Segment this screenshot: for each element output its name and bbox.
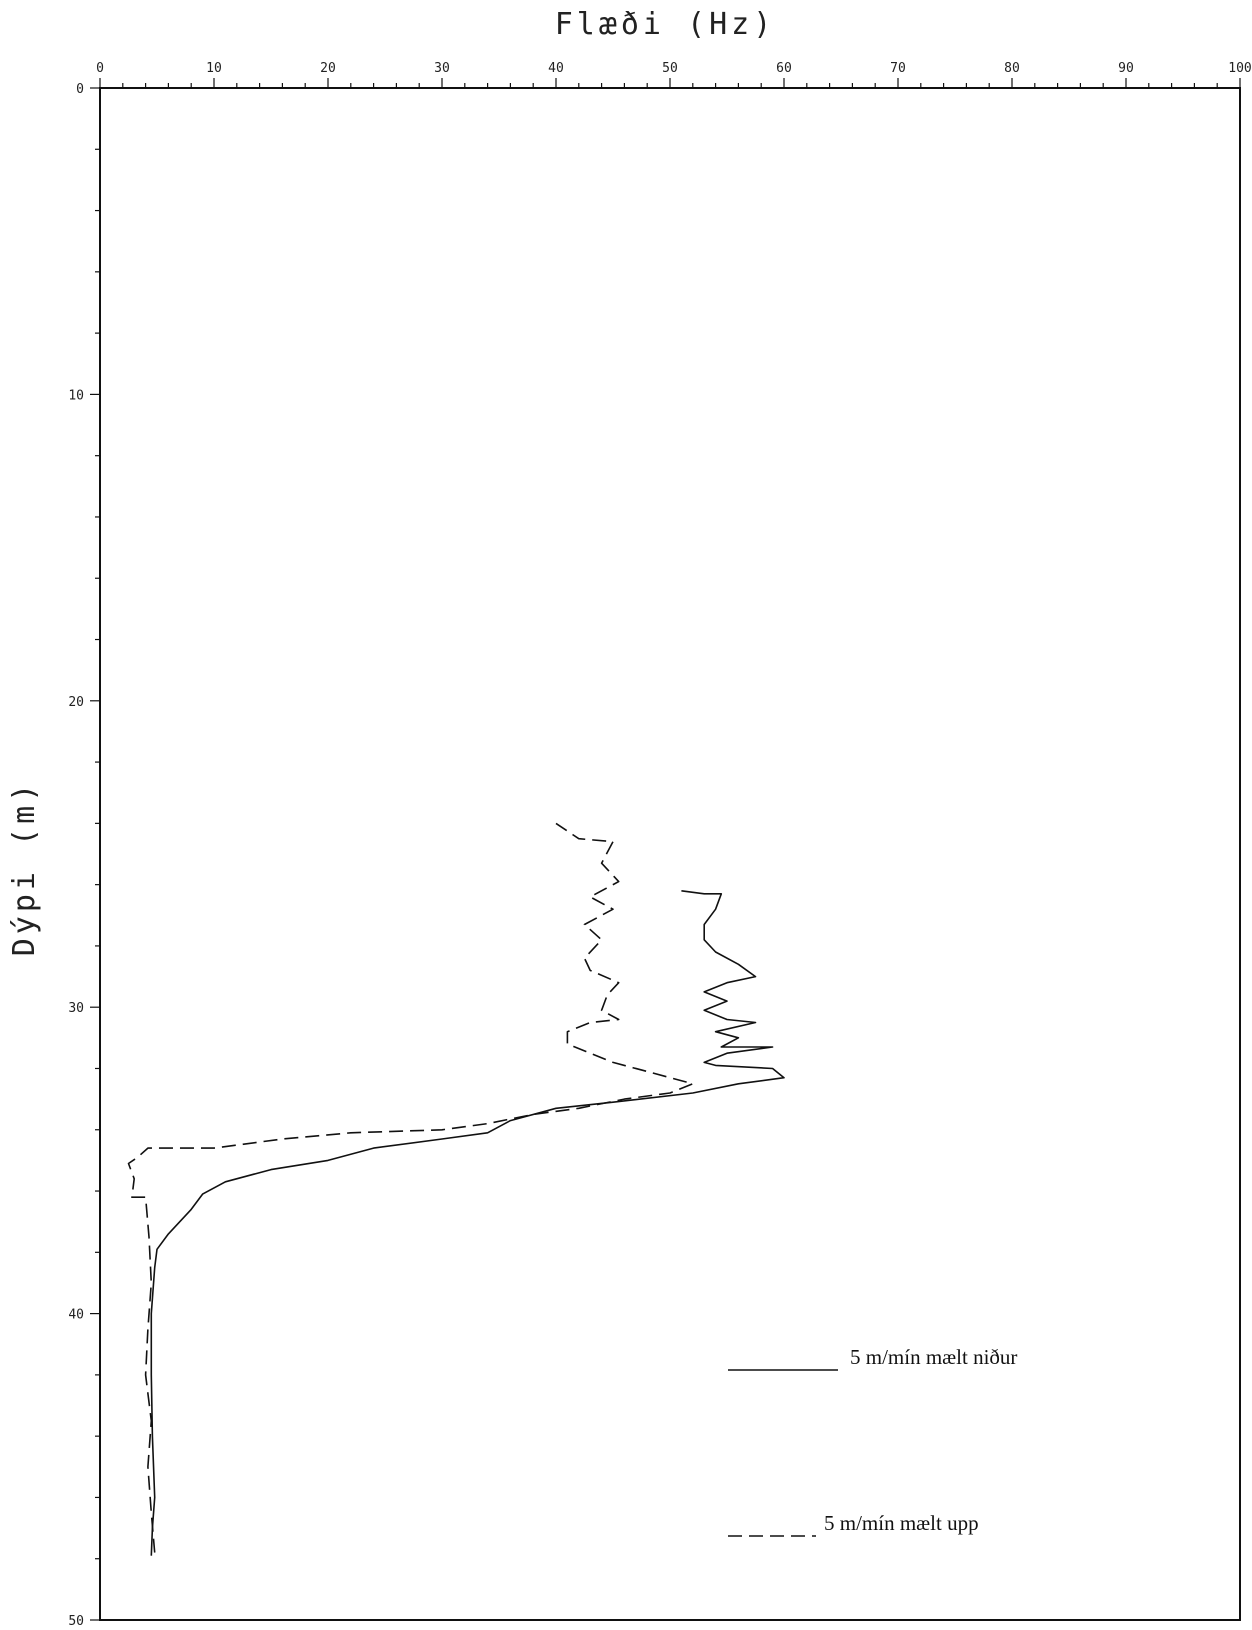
series-layer <box>127 822 785 1556</box>
y-tick-label: 30 <box>68 1001 84 1016</box>
x-axis-title: Flæði (Hz) <box>555 7 776 42</box>
legend: 5 m/mín mælt niður 5 m/mín mælt upp <box>728 1345 1017 1537</box>
y-tick-label: 40 <box>68 1308 84 1323</box>
x-tick-label: 10 <box>206 61 222 76</box>
y-tick-label: 50 <box>68 1614 84 1629</box>
x-tick-label: 80 <box>1004 61 1020 76</box>
y-tick-label: 10 <box>68 388 84 403</box>
x-tick-label: 60 <box>776 61 792 76</box>
y-axis: 0 10 20 30 40 50 <box>68 82 100 1629</box>
x-tick-label: 90 <box>1118 61 1134 76</box>
plot-frame-group <box>99 87 1241 1621</box>
legend-label-up: 5 m/mín mælt upp <box>824 1511 979 1535</box>
x-tick-label: 50 <box>662 61 678 76</box>
x-tick-label: 20 <box>320 61 336 76</box>
y-tick-label: 0 <box>76 82 84 97</box>
plot-frame <box>99 87 1241 1621</box>
x-tick-label: 0 <box>96 61 104 76</box>
x-tick-label: 70 <box>890 61 906 76</box>
legend-label-down: 5 m/mín mælt niður <box>850 1345 1017 1369</box>
y-axis-title: Dýpi (m) <box>7 780 42 957</box>
x-tick-label: 100 <box>1228 61 1251 76</box>
y-tick-label: 20 <box>68 695 84 710</box>
x-tick-label: 30 <box>434 61 450 76</box>
x-tick-label: 40 <box>548 61 564 76</box>
series-line-down <box>150 890 785 1556</box>
series-line-up <box>127 822 694 1553</box>
x-axis: 0 10 20 30 40 50 60 70 80 90 100 <box>96 61 1252 88</box>
